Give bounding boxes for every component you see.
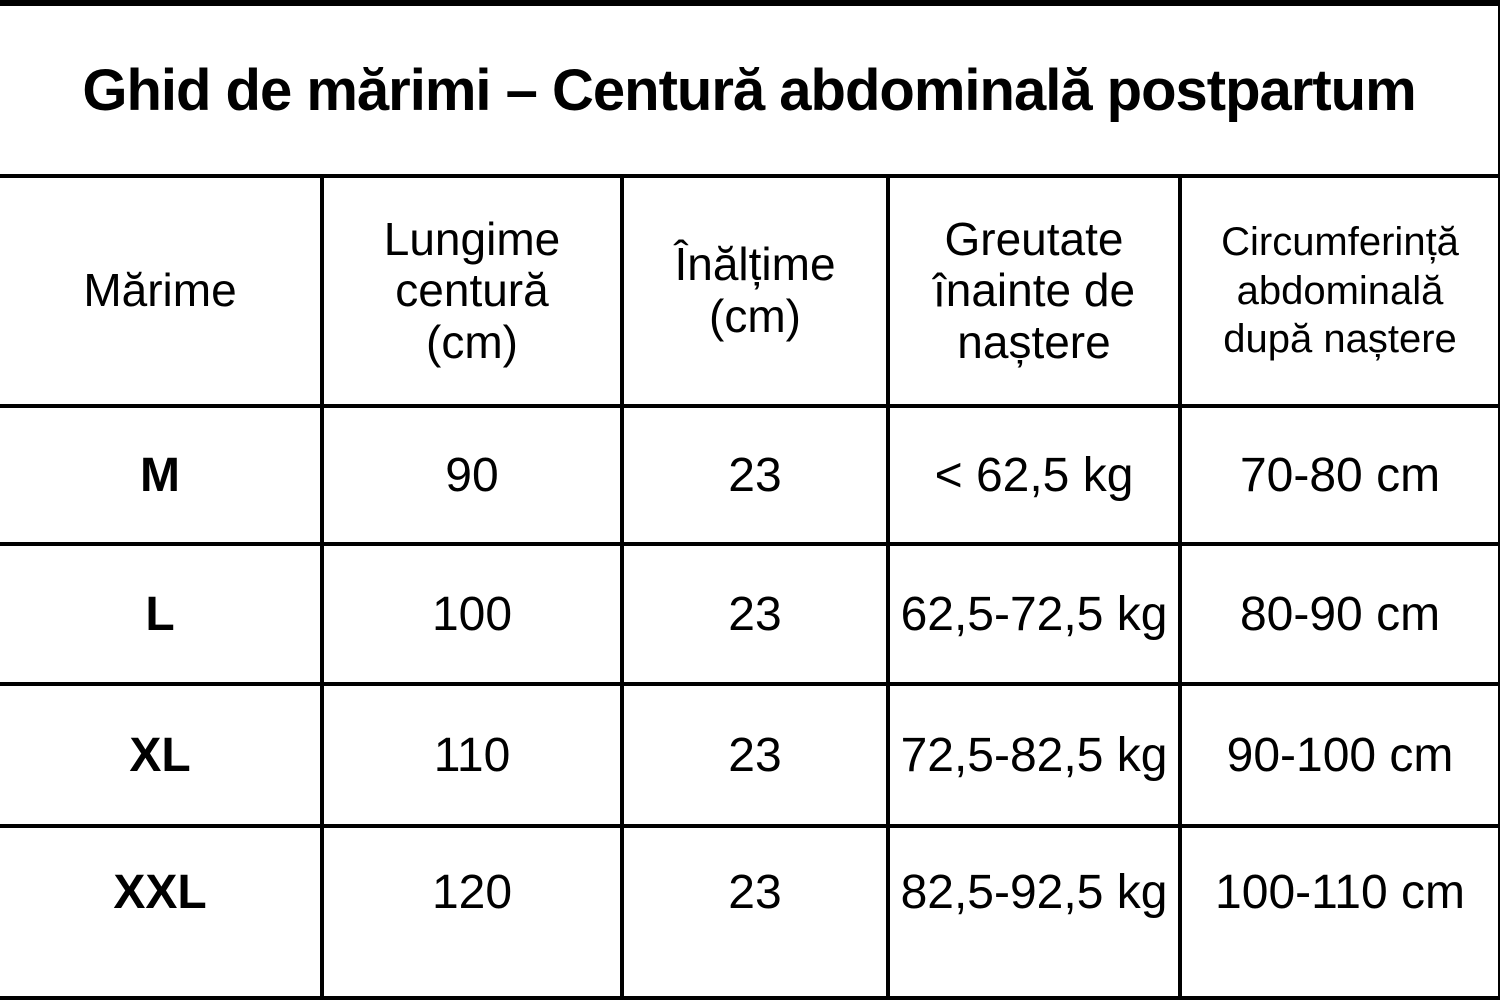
cell-circumference: 100-110 cm (1177, 824, 1500, 1000)
cell-size: M (0, 404, 324, 546)
cell-height: 23 (620, 682, 890, 828)
title-row: Ghid de mărimi – Centură abdominală post… (0, 0, 1500, 178)
cell-weight: 82,5-92,5 kg (886, 824, 1182, 1000)
cell-weight: 72,5-82,5 kg (886, 682, 1182, 828)
cell-belt-length: 90 (320, 404, 624, 546)
header-row: Mărime Lungime centură (cm) Înălțime (cm… (0, 174, 1500, 408)
header-belt-length: Lungime centură (cm) (320, 174, 624, 408)
cell-height: 23 (620, 824, 890, 1000)
cell-size: XL (0, 682, 324, 828)
cell-circumference: 80-90 cm (1177, 542, 1500, 686)
header-height: Înălțime (cm) (620, 174, 890, 408)
cell-circumference: 70-80 cm (1177, 404, 1500, 546)
cell-weight: 62,5-72,5 kg (886, 542, 1182, 686)
cell-belt-length: 110 (320, 682, 624, 828)
table-title: Ghid de mărimi – Centură abdominală post… (0, 0, 1500, 178)
cell-belt-length: 100 (320, 542, 624, 686)
table-row-m: M 90 23 < 62,5 kg 70-80 cm (0, 404, 1500, 546)
header-weight-before-birth: Greutate înainte de naștere (886, 174, 1182, 408)
cell-size: XXL (0, 824, 324, 1000)
header-abdominal-circumference: Circumferință abdominală după naștere (1177, 174, 1500, 408)
table-row-xl: XL 110 23 72,5-82,5 kg 90-100 cm (0, 682, 1500, 828)
header-size: Mărime (0, 174, 324, 408)
cell-belt-length: 120 (320, 824, 624, 1000)
cell-height: 23 (620, 542, 890, 686)
table-row-l: L 100 23 62,5-72,5 kg 80-90 cm (0, 542, 1500, 686)
table-row-xxl: XXL 120 23 82,5-92,5 kg 100-110 cm (0, 824, 1500, 1000)
cell-circumference: 90-100 cm (1177, 682, 1500, 828)
cell-size: L (0, 542, 324, 686)
cell-weight: < 62,5 kg (886, 404, 1182, 546)
cell-height: 23 (620, 404, 890, 546)
